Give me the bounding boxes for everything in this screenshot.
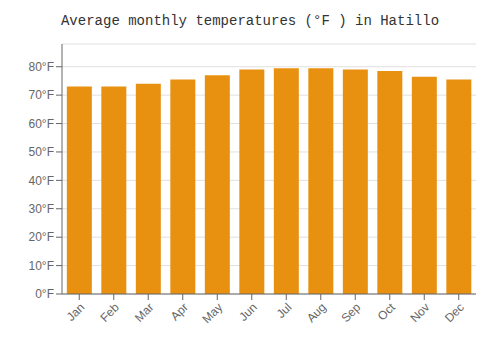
svg-text:20°F: 20°F — [29, 230, 54, 244]
svg-text:60°F: 60°F — [29, 117, 54, 131]
svg-text:Feb: Feb — [97, 300, 122, 325]
html-text:Average monthly temperatures (: Average monthly temperatures (°F ) in Ha… — [61, 13, 439, 29]
svg-text:30°F: 30°F — [29, 202, 54, 216]
svg-text:Jun: Jun — [236, 300, 260, 324]
svg-text:May: May — [199, 300, 225, 326]
svg-text:Jan: Jan — [64, 300, 88, 324]
svg-text:40°F: 40°F — [29, 174, 54, 188]
svg-text:Sep: Sep — [338, 300, 363, 325]
svg-text:0°F: 0°F — [35, 287, 54, 301]
svg-text:Oct: Oct — [375, 300, 399, 324]
svg-text:Apr: Apr — [168, 300, 191, 323]
svg-text:10°F: 10°F — [29, 259, 54, 273]
svg-text:Mar: Mar — [132, 300, 157, 325]
svg-text:80°F: 80°F — [29, 60, 54, 74]
svg-text:70°F: 70°F — [29, 88, 54, 102]
svg-text:Jul: Jul — [274, 300, 295, 321]
svg-text:50°F: 50°F — [29, 145, 54, 159]
svg-text:Nov: Nov — [407, 300, 432, 325]
svg-text:Aug: Aug — [304, 300, 329, 325]
svg-text:Dec: Dec — [442, 300, 467, 325]
